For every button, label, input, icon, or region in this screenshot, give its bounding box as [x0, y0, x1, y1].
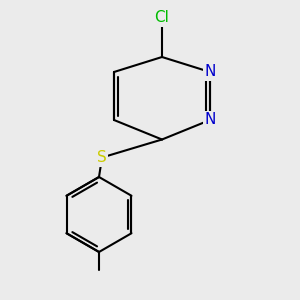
Text: Cl: Cl — [154, 11, 169, 26]
Text: N: N — [204, 112, 216, 128]
Text: S: S — [97, 150, 107, 165]
Text: N: N — [204, 64, 216, 80]
